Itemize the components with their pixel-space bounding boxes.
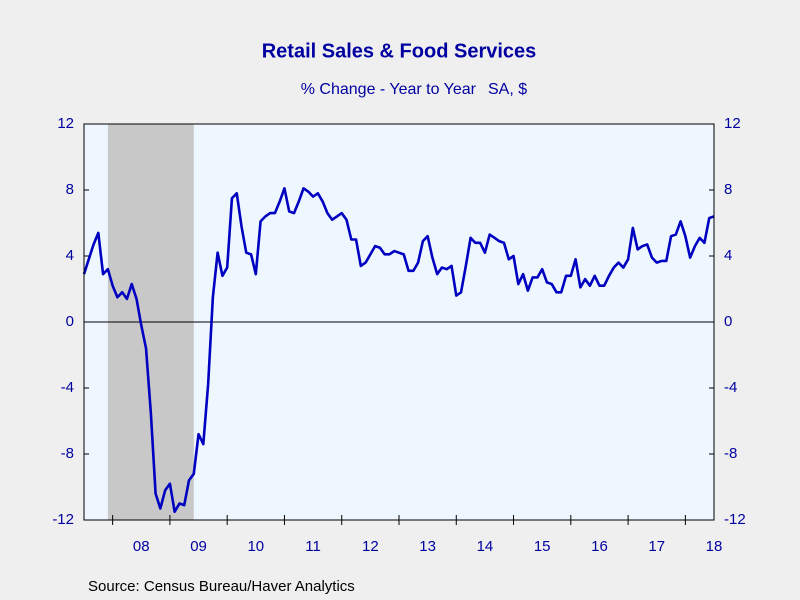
y2-tick-label: -4 xyxy=(724,379,737,396)
x-tick-label: 14 xyxy=(477,538,494,555)
y-tick-label: 4 xyxy=(66,247,74,264)
x-tick-label: 18 xyxy=(706,538,723,555)
y-tick-label: -8 xyxy=(61,445,74,462)
plot-frame xyxy=(83,123,715,521)
y2-tick-label: 4 xyxy=(724,247,732,264)
x-tick-label: 09 xyxy=(190,538,207,555)
y2-tick-label: 8 xyxy=(724,181,732,198)
x-tick-label: 12 xyxy=(362,538,379,555)
y2-tick-label: 12 xyxy=(724,115,741,132)
data-line xyxy=(82,187,715,514)
y-tick-label: -12 xyxy=(52,511,74,528)
x-tick-label: 11 xyxy=(305,538,321,555)
chart-units: SA, $ xyxy=(488,81,527,98)
y-tick-label: 0 xyxy=(66,313,74,330)
chart-title: Retail Sales & Food Services xyxy=(262,40,537,62)
y-tick-label: -4 xyxy=(61,379,74,396)
source-note: Source: Census Bureau/Haver Analytics xyxy=(88,578,355,595)
x-tick-label: 10 xyxy=(247,538,264,555)
y2-tick-label: -8 xyxy=(724,445,737,462)
y-tick-label: 12 xyxy=(57,115,74,132)
x-tick-label: 08 xyxy=(133,538,150,555)
y2-tick-label: 0 xyxy=(724,313,732,330)
chart-subtitle: % Change - Year to Year xyxy=(301,81,477,98)
x-tick-label: 16 xyxy=(591,538,608,555)
x-tick-label: 15 xyxy=(534,538,551,555)
x-tick-label: 13 xyxy=(419,538,436,555)
x-tick-label: 17 xyxy=(648,538,665,555)
y2-tick-label: -12 xyxy=(724,511,746,528)
y-tick-label: 8 xyxy=(66,181,74,198)
